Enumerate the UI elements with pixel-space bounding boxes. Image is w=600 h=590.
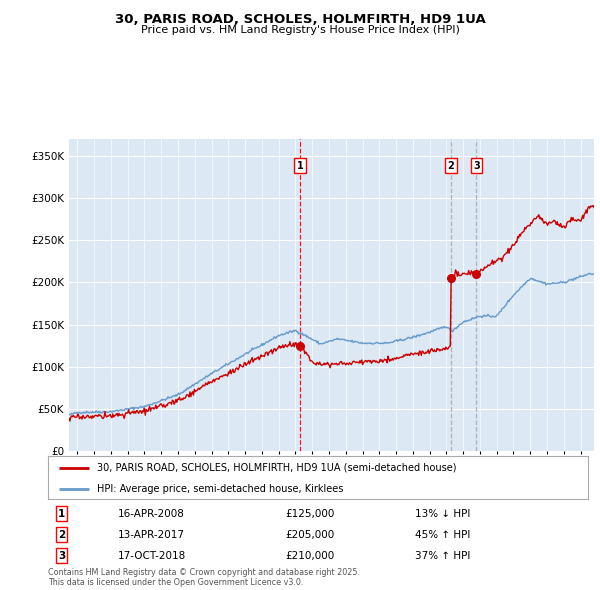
Text: £125,000: £125,000 <box>286 509 335 519</box>
Text: £205,000: £205,000 <box>286 530 335 539</box>
Text: 3: 3 <box>58 550 65 560</box>
Text: 13-APR-2017: 13-APR-2017 <box>118 530 185 539</box>
Text: 2: 2 <box>58 530 65 539</box>
Text: HPI: Average price, semi-detached house, Kirklees: HPI: Average price, semi-detached house,… <box>97 484 343 494</box>
Text: 3: 3 <box>473 160 480 171</box>
Text: 45% ↑ HPI: 45% ↑ HPI <box>415 530 470 539</box>
Text: 16-APR-2008: 16-APR-2008 <box>118 509 185 519</box>
Text: 37% ↑ HPI: 37% ↑ HPI <box>415 550 470 560</box>
Text: 1: 1 <box>297 160 304 171</box>
Text: 30, PARIS ROAD, SCHOLES, HOLMFIRTH, HD9 1UA: 30, PARIS ROAD, SCHOLES, HOLMFIRTH, HD9 … <box>115 13 485 26</box>
Text: 2: 2 <box>448 160 454 171</box>
Text: 13% ↓ HPI: 13% ↓ HPI <box>415 509 470 519</box>
Text: 17-OCT-2018: 17-OCT-2018 <box>118 550 187 560</box>
Text: £210,000: £210,000 <box>286 550 335 560</box>
Text: 30, PARIS ROAD, SCHOLES, HOLMFIRTH, HD9 1UA (semi-detached house): 30, PARIS ROAD, SCHOLES, HOLMFIRTH, HD9 … <box>97 463 456 473</box>
Text: 1: 1 <box>58 509 65 519</box>
Text: Contains HM Land Registry data © Crown copyright and database right 2025.
This d: Contains HM Land Registry data © Crown c… <box>48 568 360 587</box>
Text: Price paid vs. HM Land Registry's House Price Index (HPI): Price paid vs. HM Land Registry's House … <box>140 25 460 35</box>
